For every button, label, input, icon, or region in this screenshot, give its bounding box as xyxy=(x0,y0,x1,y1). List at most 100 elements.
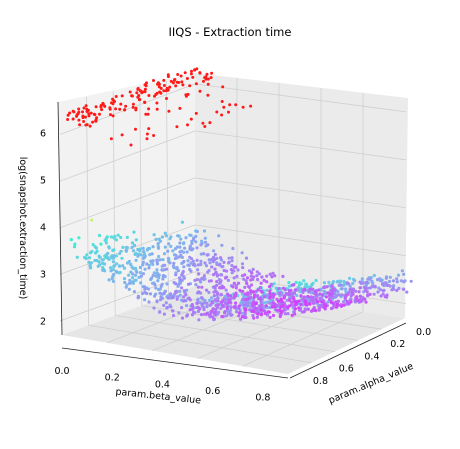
scatter-point xyxy=(232,269,236,273)
scatter-point xyxy=(351,287,356,291)
scatter-point xyxy=(197,290,201,294)
scatter-point xyxy=(278,308,282,312)
scatter-point xyxy=(336,299,340,303)
scatter-point xyxy=(212,249,216,253)
scatter-point xyxy=(142,256,146,260)
scatter-point xyxy=(226,292,230,296)
scatter-point xyxy=(165,282,169,286)
scatter-point xyxy=(276,299,280,303)
scatter-point xyxy=(356,298,360,302)
z-axis-label: log(snapshot.extraction_time) xyxy=(17,157,28,300)
scatter-point xyxy=(346,292,350,296)
scatter-point xyxy=(232,281,236,285)
scatter-point xyxy=(191,75,195,79)
scatter-point xyxy=(203,125,207,128)
scatter-point xyxy=(327,280,331,284)
scatter-point xyxy=(141,260,145,264)
scatter-point xyxy=(314,309,318,313)
scatter-point xyxy=(279,305,283,309)
scatter-point xyxy=(317,288,321,292)
scatter-point xyxy=(151,259,155,263)
scatter-point xyxy=(337,293,341,297)
scatter-point xyxy=(143,90,147,94)
scatter-point xyxy=(81,116,85,120)
scatter-point xyxy=(176,73,180,76)
scatter-point xyxy=(275,304,279,308)
scatter-point xyxy=(169,244,173,248)
scatter-point xyxy=(263,311,267,315)
scatter-point xyxy=(288,298,292,302)
scatter-point xyxy=(358,286,362,290)
scatter-point xyxy=(77,118,81,122)
scatter-point xyxy=(328,292,332,296)
scatter-point xyxy=(147,266,151,270)
scatter-point xyxy=(182,250,186,254)
scatter-point xyxy=(171,249,175,253)
scatter-point xyxy=(112,272,116,277)
scatter-point xyxy=(328,297,332,302)
scatter-point xyxy=(293,307,297,311)
scatter-point xyxy=(205,253,209,257)
scatter-point xyxy=(213,289,217,294)
grid-z-left xyxy=(59,271,196,322)
scatter-point xyxy=(372,273,376,278)
scatter-point xyxy=(182,259,186,264)
scatter-point xyxy=(240,311,244,315)
scatter-point xyxy=(212,273,216,277)
scatter-point xyxy=(84,104,88,108)
scatter-point xyxy=(219,293,223,297)
scatter-point xyxy=(292,297,296,301)
scatter-points xyxy=(66,67,413,322)
scatter-point xyxy=(83,115,87,119)
scatter-point xyxy=(195,229,199,234)
scatter-point xyxy=(194,283,198,287)
scatter-point xyxy=(216,303,220,307)
scatter-point xyxy=(255,274,259,278)
scatter-point xyxy=(348,288,352,292)
scatter-point xyxy=(162,84,166,87)
scatter-point xyxy=(214,270,218,274)
scatter-point xyxy=(230,256,234,260)
scatter-point xyxy=(366,293,370,297)
scatter-point xyxy=(155,101,159,105)
scatter-point xyxy=(167,242,171,246)
scatter-point xyxy=(208,121,212,125)
scatter-point xyxy=(345,281,350,285)
scatter-point xyxy=(264,304,268,308)
scatter-point xyxy=(234,291,238,295)
scatter-point xyxy=(152,306,156,310)
scatter-point xyxy=(142,250,146,254)
scatter-point xyxy=(181,269,185,274)
scatter-point xyxy=(155,107,159,111)
scatter-point xyxy=(150,252,154,256)
grid-floor xyxy=(242,311,364,367)
scatter-point xyxy=(171,309,175,313)
scatter-point xyxy=(255,270,259,274)
scatter-point xyxy=(159,284,163,288)
scatter-point xyxy=(399,279,403,283)
scatter-point xyxy=(132,290,136,294)
scatter-point xyxy=(362,281,366,285)
scatter-point xyxy=(77,107,81,111)
scatter-point xyxy=(140,291,145,296)
scatter-point xyxy=(187,263,191,267)
scatter-point xyxy=(238,288,242,292)
scatter-point xyxy=(124,249,128,253)
scatter-point xyxy=(376,290,380,294)
scatter-point xyxy=(365,280,369,284)
scatter-point xyxy=(75,255,79,259)
scatter-point xyxy=(94,105,98,109)
scatter-point xyxy=(228,294,233,298)
scatter-point xyxy=(174,282,178,286)
grid-z-right xyxy=(194,130,407,161)
scatter-point xyxy=(324,304,328,308)
scatter-point xyxy=(409,279,413,283)
scatter-point xyxy=(255,315,259,319)
scatter-point xyxy=(191,238,196,242)
scatter-point xyxy=(196,298,200,302)
scatter-point xyxy=(262,305,266,309)
scatter-point xyxy=(391,286,395,290)
scatter-point xyxy=(244,279,248,283)
scatter-point xyxy=(278,293,282,297)
scatter-point xyxy=(267,310,271,314)
